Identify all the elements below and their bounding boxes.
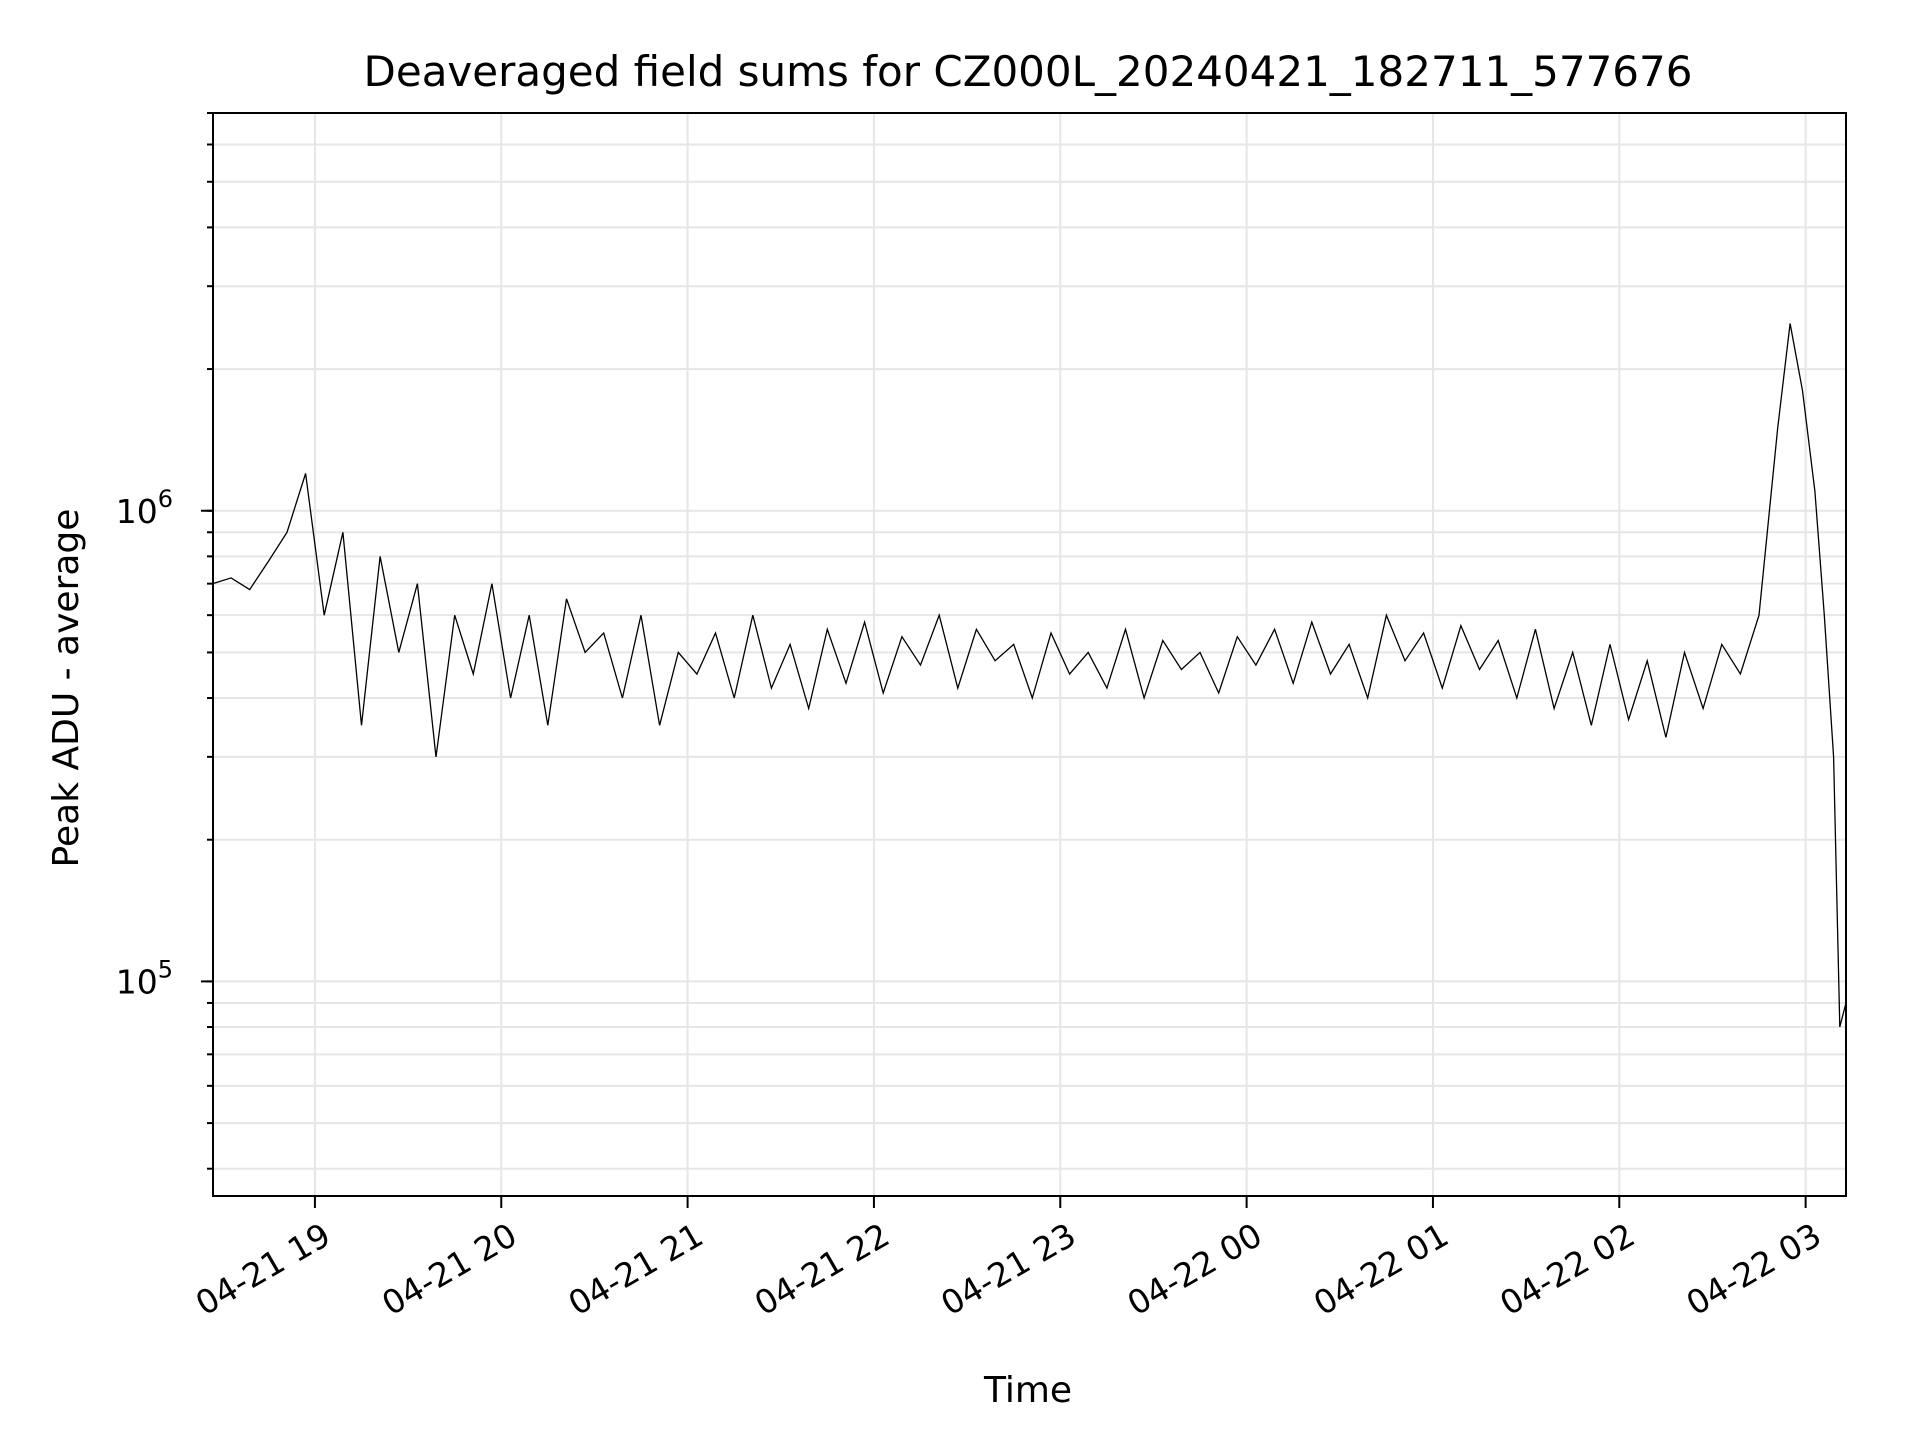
y-tick-base: 10: [116, 962, 158, 1001]
y-tick-exponent: 5: [158, 955, 173, 983]
series-line: [212, 323, 1847, 1028]
y-tick-label: 105: [116, 955, 173, 1001]
y-tick-label: 106: [116, 485, 173, 531]
chart-title: Deaveraged field sums for CZ000L_2024042…: [364, 47, 1693, 96]
y-axis-label: Peak ADU - average: [46, 509, 87, 868]
y-tick-exponent: 6: [158, 485, 173, 513]
y-tick-base: 10: [116, 492, 158, 531]
x-axis-label: Time: [983, 1370, 1072, 1411]
plot-frame: [212, 112, 1847, 1197]
